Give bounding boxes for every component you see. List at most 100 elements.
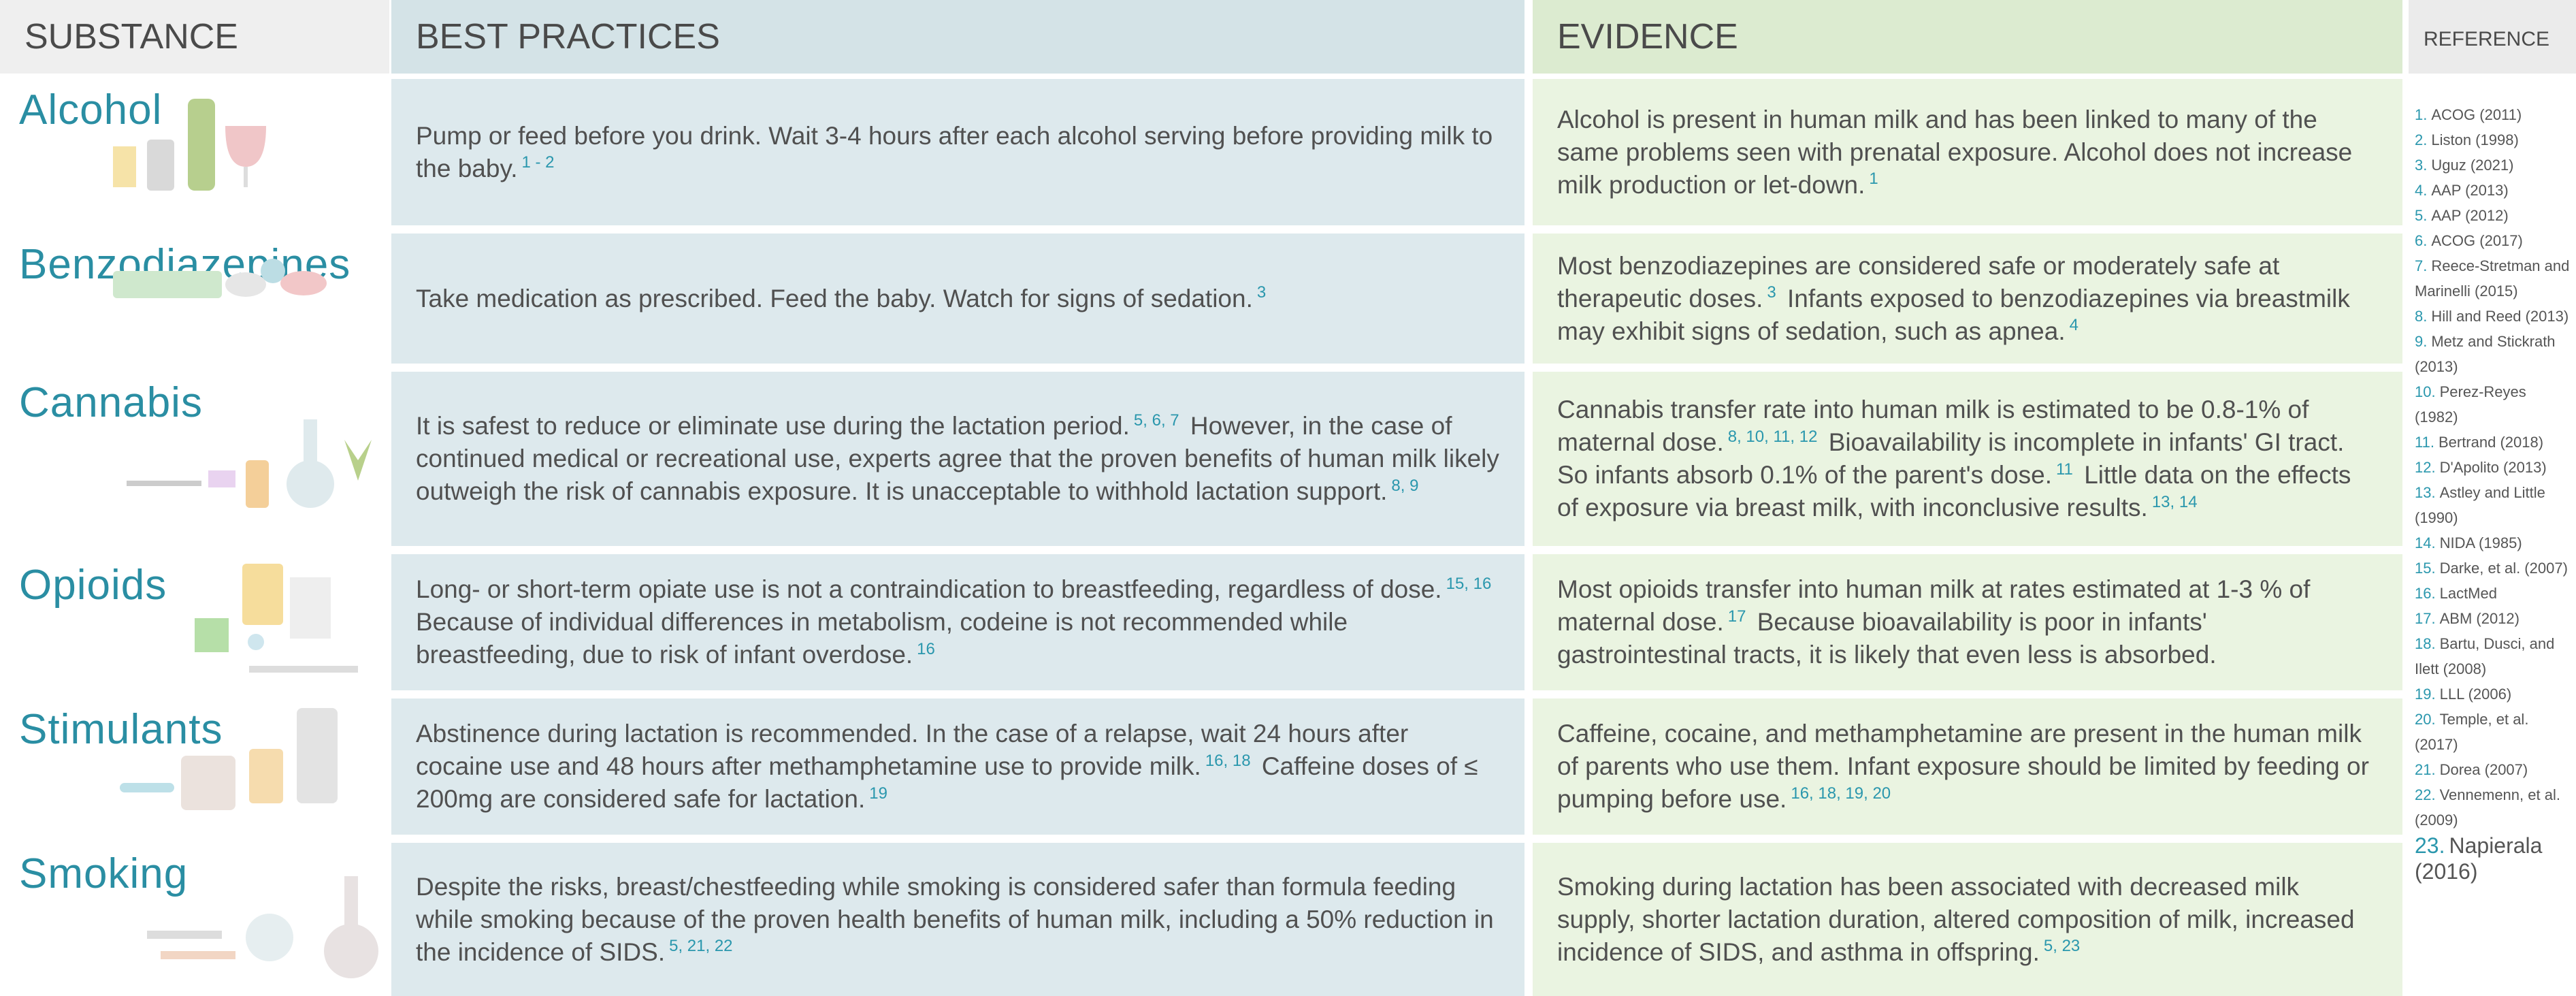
- reference-number: 15.: [2415, 560, 2436, 577]
- superscript-ref: 17: [1728, 607, 1746, 626]
- reference-text: LLL (2006): [2440, 686, 2512, 703]
- text: Despite the risks, breast/chestfeeding w…: [416, 873, 1494, 966]
- evidence-cell: Most opioids transfer into human milk at…: [1533, 554, 2402, 690]
- reference-number: 5.: [2415, 207, 2427, 224]
- substance-cell: Opioids: [0, 554, 389, 690]
- substance-icon: [106, 92, 378, 221]
- reference-number: 2.: [2415, 131, 2427, 148]
- superscript-ref: 3: [1257, 283, 1266, 302]
- reference-number: 9.: [2415, 333, 2427, 350]
- reference-text: Darke, et al. (2007): [2440, 560, 2568, 577]
- substance-cell: Cannabis: [0, 372, 389, 546]
- reference-number: 8.: [2415, 308, 2427, 325]
- reference-item: 7.Reece-Stretman and Marinelli (2015): [2415, 253, 2573, 304]
- superscript-ref: 15, 16: [1446, 575, 1492, 593]
- paragraph: Smoking during lactation has been associ…: [1557, 871, 2378, 969]
- reference-item: 21.Dorea (2007): [2415, 757, 2573, 782]
- header-cell: SUBSTANCE: [0, 0, 389, 74]
- substance-icon: [106, 557, 378, 686]
- reference-item: 18.Bartu, Dusci, and Ilett (2008): [2415, 631, 2573, 681]
- reference-text: Bertrand (2018): [2439, 434, 2543, 451]
- text: Alcohol is present in human milk and has…: [1557, 106, 2352, 199]
- reference-text: NIDA (1985): [2440, 534, 2522, 551]
- paragraph: Alcohol is present in human milk and has…: [1557, 103, 2378, 202]
- reference-item: 10.Perez-Reyes (1982): [2415, 379, 2573, 430]
- reference-item: 2.Liston (1998): [2415, 127, 2573, 152]
- reference-text: ACOG (2017): [2431, 232, 2523, 249]
- text: Pump or feed before you drink. Wait 3-4 …: [416, 122, 1493, 182]
- superscript-ref: 4: [2070, 316, 2078, 334]
- best-practice-cell: It is safest to reduce or eliminate use …: [391, 372, 1525, 546]
- reference-text: ABM (2012): [2440, 610, 2520, 627]
- reference-text: Metz and Stickrath (2013): [2415, 333, 2556, 375]
- paragraph: Despite the risks, breast/chestfeeding w…: [416, 871, 1500, 969]
- reference-item: 9.Metz and Stickrath (2013): [2415, 329, 2573, 379]
- reference-item: 23.Napierala (2016): [2415, 833, 2573, 884]
- reference-number: 3.: [2415, 157, 2427, 174]
- substance-cell: Smoking: [0, 843, 389, 996]
- reference-list: 1.ACOG (2011)2.Liston (1998)3.Uguz (2021…: [2415, 102, 2573, 884]
- best-practice-cell: Abstinence during lactation is recommend…: [391, 698, 1525, 835]
- superscript-ref: 19: [869, 784, 887, 803]
- evidence-cell: Cannabis transfer rate into human milk i…: [1533, 372, 2402, 546]
- header-cell: BEST PRACTICES: [391, 0, 1525, 74]
- reference-item: 1.ACOG (2011): [2415, 102, 2573, 127]
- text: Smoking during lactation has been associ…: [1557, 873, 2355, 966]
- reference-number: 16.: [2415, 585, 2436, 602]
- evidence-cell: Most benzodiazepines are considered safe…: [1533, 234, 2402, 364]
- reference-text: Vennemenn, et al. (2009): [2415, 786, 2560, 829]
- substance-cell: Stimulants: [0, 698, 389, 835]
- reference-item: 22.Vennemenn, et al. (2009): [2415, 782, 2573, 833]
- reference-number: 22.: [2415, 786, 2436, 803]
- evidence-cell: Smoking during lactation has been associ…: [1533, 843, 2402, 996]
- reference-number: 20.: [2415, 711, 2436, 728]
- reference-number: 7.: [2415, 257, 2427, 274]
- reference-item: 11. Bertrand (2018): [2415, 430, 2573, 455]
- superscript-ref: 8, 9: [1391, 477, 1418, 495]
- best-practice-cell: Take medication as prescribed. Feed the …: [391, 234, 1525, 364]
- page: SUBSTANCEBEST PRACTICESEVIDENCEREFERENCE…: [0, 0, 2576, 996]
- superscript-ref: 13, 14: [2152, 493, 2198, 511]
- text: Take medication as prescribed. Feed the …: [416, 285, 1253, 312]
- reference-number: 12.: [2415, 459, 2436, 476]
- evidence-cell: Alcohol is present in human milk and has…: [1533, 79, 2402, 225]
- reference-item: 5.AAP (2012): [2415, 203, 2573, 228]
- superscript-ref: 5, 23: [2044, 937, 2080, 955]
- reference-number: 21.: [2415, 761, 2436, 778]
- superscript-ref: 3: [1767, 283, 1776, 302]
- reference-number: 19.: [2415, 686, 2436, 703]
- reference-text: D'Apolito (2013): [2440, 459, 2547, 476]
- superscript-ref: 16, 18, 19, 20: [1791, 784, 1891, 803]
- best-practice-cell: Despite the risks, breast/chestfeeding w…: [391, 843, 1525, 996]
- superscript-ref: 11: [2056, 460, 2073, 479]
- reference-item: 12.D'Apolito (2013): [2415, 455, 2573, 480]
- reference-number: 11.: [2415, 434, 2434, 451]
- substance-cell: Benzodiazepines: [0, 234, 389, 364]
- reference-item: 17.ABM (2012): [2415, 606, 2573, 631]
- paragraph: Caffeine, cocaine, and methamphetamine a…: [1557, 718, 2378, 816]
- text: Because of individual differences in met…: [416, 608, 1348, 669]
- reference-number: 14.: [2415, 534, 2436, 551]
- reference-number: 17.: [2415, 610, 2436, 627]
- reference-number: 23.: [2415, 833, 2445, 858]
- superscript-ref: 1: [1869, 170, 1878, 188]
- paragraph: Long- or short-term opiate use is not a …: [416, 573, 1500, 671]
- best-practice-cell: Pump or feed before you drink. Wait 3-4 …: [391, 79, 1525, 225]
- reference-text: AAP (2013): [2431, 182, 2508, 199]
- best-practice-cell: Long- or short-term opiate use is not a …: [391, 554, 1525, 690]
- reference-number: 10.: [2415, 383, 2436, 400]
- reference-text: Dorea (2007): [2440, 761, 2528, 778]
- reference-text: ACOG (2011): [2431, 106, 2522, 123]
- reference-number: 18.: [2415, 635, 2436, 652]
- header-cell: EVIDENCE: [1533, 0, 2402, 74]
- paragraph: Most benzodiazepines are considered safe…: [1557, 250, 2378, 348]
- reference-item: 6.ACOG (2017): [2415, 228, 2573, 253]
- reference-item: 16.LactMed: [2415, 581, 2573, 606]
- reference-text: Reece-Stretman and Marinelli (2015): [2415, 257, 2569, 300]
- paragraph: Cannabis transfer rate into human milk i…: [1557, 393, 2378, 524]
- superscript-ref: 8, 10, 11, 12: [1728, 428, 1818, 446]
- paragraph: It is safest to reduce or eliminate use …: [416, 410, 1500, 508]
- reference-text: Hill and Reed (2013): [2431, 308, 2569, 325]
- reference-number: 13.: [2415, 484, 2436, 501]
- substance-icon: [106, 234, 378, 359]
